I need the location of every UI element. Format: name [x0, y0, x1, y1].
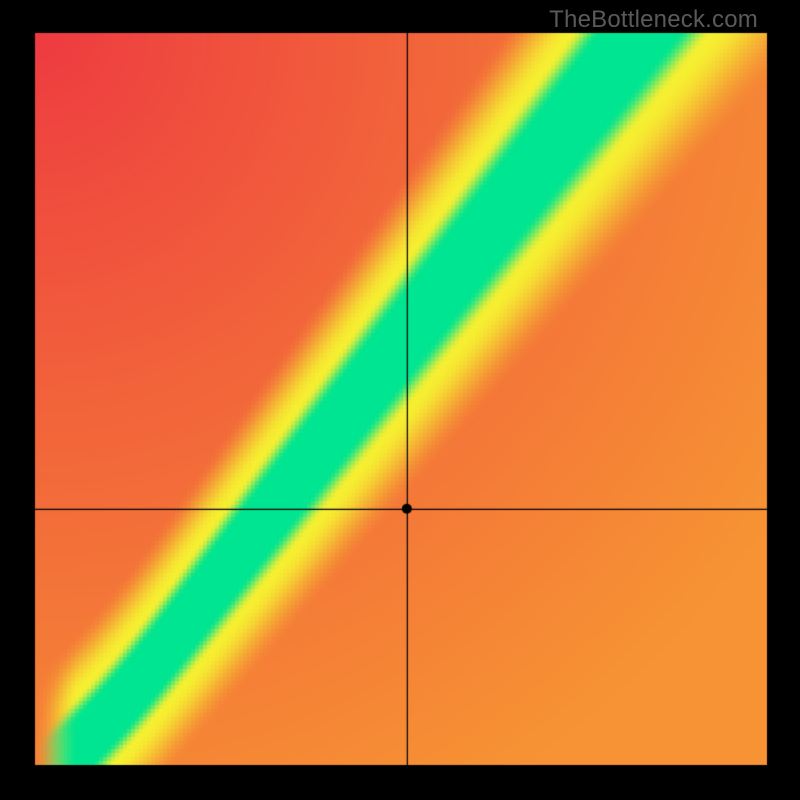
chart-container: TheBottleneck.com [0, 0, 800, 800]
watermark-text: TheBottleneck.com [549, 6, 758, 34]
bottleneck-heatmap-canvas [0, 0, 800, 800]
